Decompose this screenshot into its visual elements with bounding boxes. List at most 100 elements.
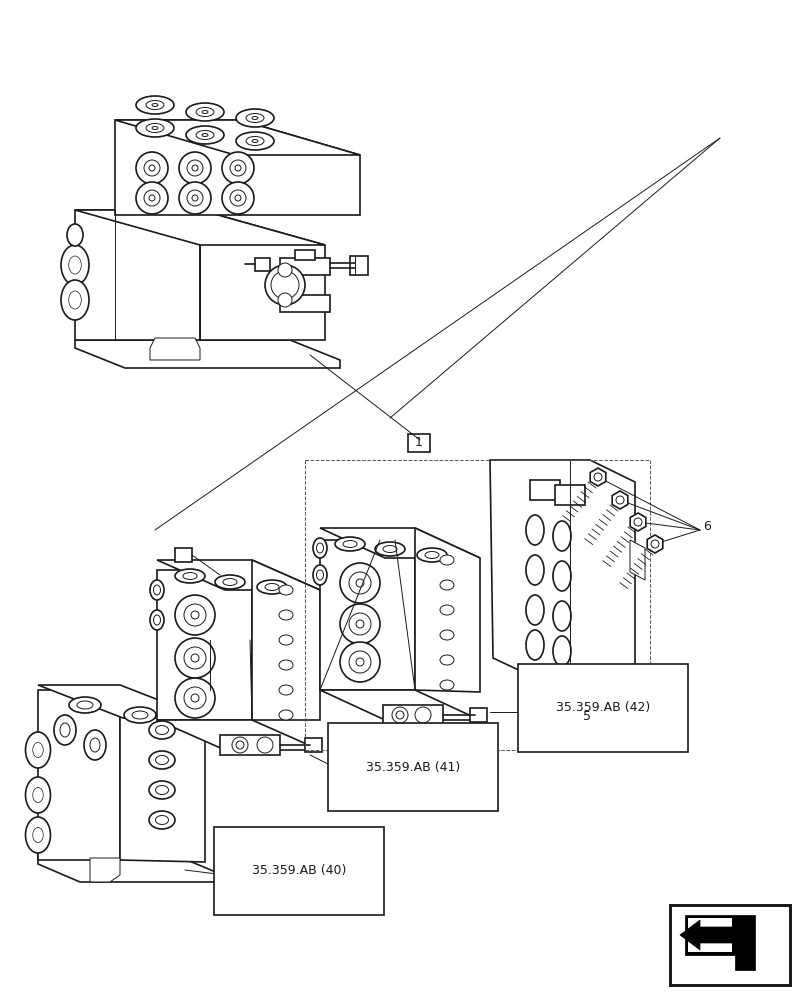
- Ellipse shape: [182, 572, 197, 580]
- Polygon shape: [157, 720, 320, 750]
- Text: 3: 3: [534, 702, 543, 714]
- Circle shape: [178, 152, 211, 184]
- Polygon shape: [305, 738, 322, 752]
- Ellipse shape: [150, 580, 164, 600]
- Ellipse shape: [69, 697, 101, 713]
- Ellipse shape: [156, 756, 169, 764]
- Circle shape: [191, 165, 198, 171]
- Ellipse shape: [279, 660, 293, 670]
- Circle shape: [191, 694, 199, 702]
- Circle shape: [221, 182, 254, 214]
- Ellipse shape: [215, 575, 245, 589]
- Polygon shape: [684, 915, 754, 970]
- Ellipse shape: [148, 721, 175, 739]
- Ellipse shape: [316, 543, 323, 553]
- Polygon shape: [90, 858, 120, 882]
- Text: 5: 5: [582, 710, 590, 722]
- Ellipse shape: [526, 595, 543, 625]
- Ellipse shape: [251, 117, 258, 120]
- Circle shape: [191, 611, 199, 619]
- Text: 35.359.AB (42): 35.359.AB (42): [556, 702, 650, 714]
- Polygon shape: [294, 250, 315, 260]
- Circle shape: [187, 160, 203, 176]
- Ellipse shape: [246, 114, 264, 123]
- Ellipse shape: [552, 561, 570, 591]
- Circle shape: [135, 182, 168, 214]
- Ellipse shape: [146, 124, 164, 133]
- Ellipse shape: [135, 96, 174, 114]
- Ellipse shape: [526, 630, 543, 660]
- Polygon shape: [611, 491, 627, 509]
- Ellipse shape: [526, 555, 543, 585]
- Ellipse shape: [148, 781, 175, 799]
- Ellipse shape: [186, 103, 224, 121]
- Ellipse shape: [236, 132, 273, 150]
- Polygon shape: [687, 918, 731, 952]
- Polygon shape: [280, 295, 329, 312]
- Circle shape: [349, 572, 371, 594]
- Ellipse shape: [67, 224, 83, 246]
- Circle shape: [234, 195, 241, 201]
- Ellipse shape: [152, 127, 158, 130]
- Circle shape: [392, 707, 407, 723]
- Ellipse shape: [383, 546, 397, 552]
- Bar: [530, 480, 560, 500]
- Text: 6: 6: [702, 520, 710, 534]
- Ellipse shape: [526, 515, 543, 545]
- Ellipse shape: [70, 293, 79, 307]
- Ellipse shape: [69, 256, 81, 274]
- Ellipse shape: [36, 746, 41, 754]
- Polygon shape: [240, 120, 359, 215]
- Circle shape: [187, 190, 203, 206]
- Polygon shape: [150, 338, 200, 360]
- Polygon shape: [679, 920, 751, 950]
- Ellipse shape: [61, 245, 89, 285]
- Polygon shape: [320, 528, 479, 558]
- Ellipse shape: [132, 711, 148, 719]
- Bar: [669, 905, 789, 985]
- Circle shape: [277, 263, 292, 277]
- Circle shape: [148, 165, 155, 171]
- Ellipse shape: [34, 829, 42, 840]
- Polygon shape: [470, 708, 487, 722]
- Ellipse shape: [148, 751, 175, 769]
- Polygon shape: [255, 258, 270, 271]
- Circle shape: [184, 687, 206, 709]
- Ellipse shape: [316, 570, 323, 580]
- Ellipse shape: [36, 791, 41, 798]
- Ellipse shape: [124, 707, 156, 723]
- Ellipse shape: [32, 787, 43, 802]
- Polygon shape: [38, 690, 120, 860]
- Circle shape: [148, 195, 155, 201]
- Ellipse shape: [156, 785, 169, 794]
- Circle shape: [594, 473, 601, 481]
- Polygon shape: [320, 540, 414, 690]
- Ellipse shape: [279, 585, 293, 595]
- Ellipse shape: [251, 140, 258, 143]
- Ellipse shape: [264, 584, 279, 590]
- Ellipse shape: [150, 610, 164, 630]
- Polygon shape: [350, 256, 367, 275]
- Ellipse shape: [279, 635, 293, 645]
- Ellipse shape: [54, 715, 76, 745]
- Polygon shape: [383, 705, 443, 725]
- Polygon shape: [646, 535, 662, 553]
- Ellipse shape: [202, 134, 208, 137]
- Circle shape: [349, 613, 371, 635]
- Circle shape: [178, 182, 211, 214]
- Polygon shape: [157, 560, 320, 590]
- Text: 1: 1: [414, 436, 423, 450]
- Circle shape: [355, 579, 363, 587]
- Ellipse shape: [440, 680, 453, 690]
- Circle shape: [230, 160, 246, 176]
- Ellipse shape: [25, 732, 50, 768]
- Circle shape: [414, 707, 431, 723]
- Text: 4: 4: [345, 760, 353, 774]
- Circle shape: [633, 518, 642, 526]
- Polygon shape: [200, 210, 324, 340]
- Polygon shape: [320, 690, 479, 720]
- Ellipse shape: [71, 295, 79, 305]
- Ellipse shape: [195, 131, 214, 140]
- Circle shape: [221, 152, 254, 184]
- Ellipse shape: [375, 542, 405, 556]
